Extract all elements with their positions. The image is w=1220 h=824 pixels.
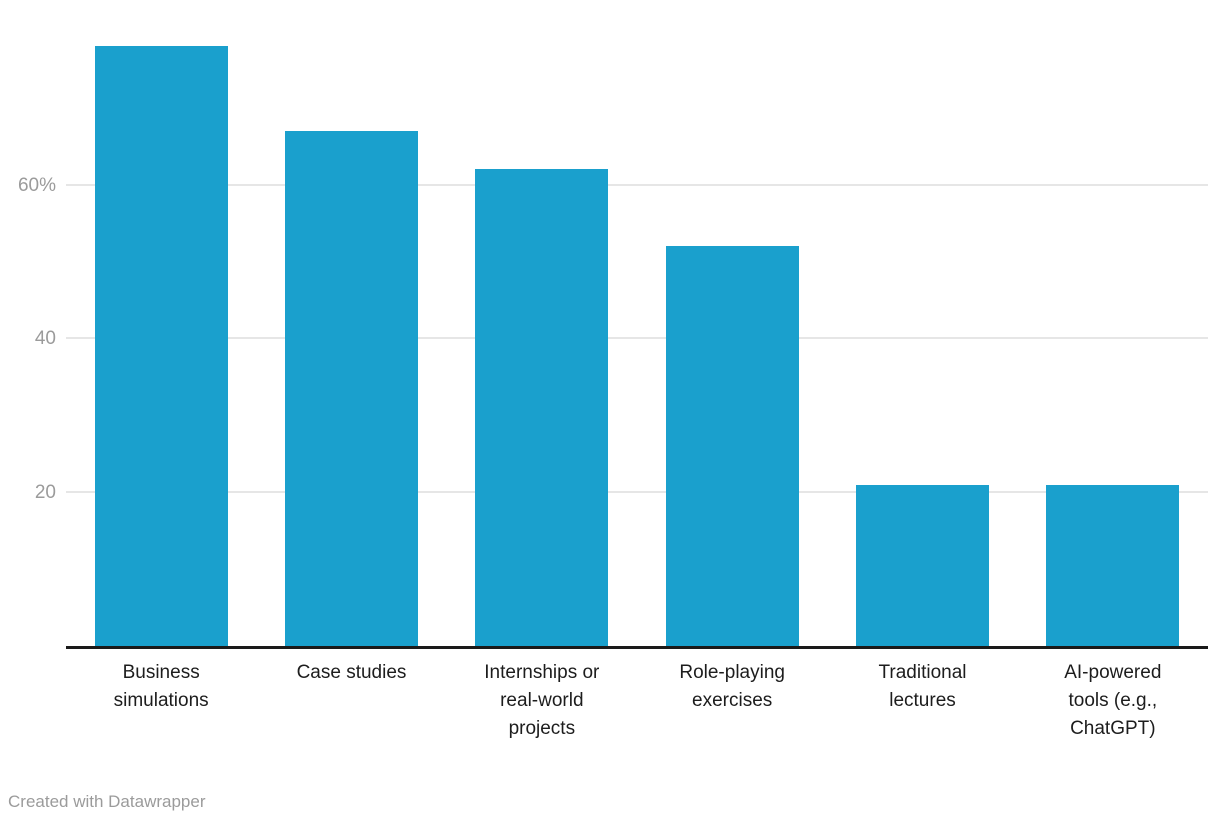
x-category-label-line: Internships or <box>484 662 600 683</box>
datawrapper-credit-link[interactable]: Created with Datawrapper <box>8 792 206 811</box>
x-category-label: Business simulations <box>66 659 256 715</box>
x-category-label-line: exercises <box>692 690 773 711</box>
x-category-label-line: Traditional <box>878 662 967 683</box>
x-axis-line <box>66 646 1208 649</box>
bar-3 <box>475 169 609 646</box>
x-category-label-line: real-world <box>500 690 584 711</box>
x-category-label-line: projects <box>508 718 576 739</box>
x-category-label-line: simulations <box>113 690 209 711</box>
y-gridline <box>66 183 1208 186</box>
x-category-label-line: ChatGPT) <box>1070 718 1156 739</box>
y-tick-label: 20 <box>34 482 56 504</box>
x-category-label: AI-powered tools (e.g., ChatGPT) <box>1018 659 1208 743</box>
x-category-label-line: AI-powered <box>1064 662 1162 683</box>
bar-4 <box>665 246 799 646</box>
x-category-label: Traditional lectures <box>828 659 1018 715</box>
x-category-label-line: lectures <box>889 690 956 711</box>
y-tick-label: 60% <box>17 174 56 196</box>
x-category-label-line: Role-playing <box>679 662 785 683</box>
x-category-label: Internships or real-world projects <box>447 659 637 743</box>
y-gridline <box>66 491 1208 494</box>
chart-footer: Created with Datawrapper <box>8 790 205 813</box>
bar-5 <box>856 484 989 646</box>
x-category-label-line: Case studies <box>296 662 407 683</box>
y-tick-label: 40 <box>34 328 56 350</box>
bar-1 <box>94 46 228 646</box>
x-category-label: Role-playing exercises <box>637 659 827 715</box>
x-category-label-line: Business <box>122 662 200 683</box>
bar-6 <box>1046 484 1180 646</box>
x-category-label-line: tools (e.g., <box>1068 690 1158 711</box>
x-category-label: Case studies <box>257 659 447 687</box>
bar-2 <box>285 130 418 646</box>
y-gridline <box>66 337 1208 340</box>
